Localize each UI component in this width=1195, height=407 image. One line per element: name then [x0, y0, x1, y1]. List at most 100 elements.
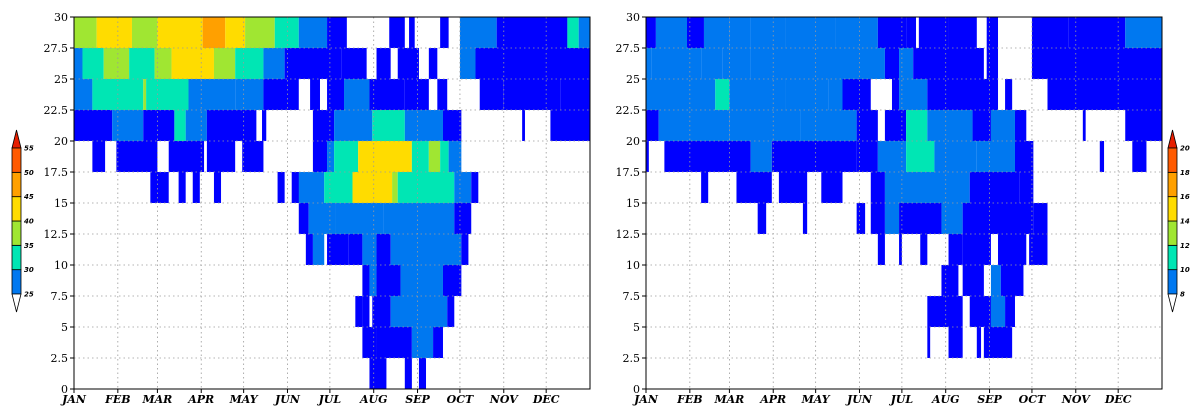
- heatmap-cell: [372, 296, 390, 327]
- heatmap-cell: [313, 141, 327, 172]
- heatmap-cell: [1001, 265, 1024, 296]
- colorbar-box: [1168, 221, 1177, 245]
- x-tick-label: SEP: [977, 393, 1002, 406]
- heatmap-cell: [892, 79, 899, 110]
- heatmap-cell: [116, 141, 157, 172]
- heatmap-cell: [440, 141, 448, 172]
- heatmap-cell: [186, 110, 207, 141]
- heatmap-cell: [920, 234, 927, 265]
- heatmap-cell: [449, 141, 462, 172]
- x-tick-label: NOV: [489, 393, 519, 406]
- heatmap-cell: [984, 327, 1012, 358]
- heatmap-cell: [973, 110, 991, 141]
- colorbar-box: [12, 221, 21, 245]
- heatmap-cell: [401, 265, 443, 296]
- heatmap-cell: [132, 17, 157, 48]
- heatmap-cell: [885, 172, 970, 203]
- heatmap-cell: [736, 172, 771, 203]
- heatmap-cell: [704, 17, 729, 48]
- heatmap-cell: [193, 172, 200, 203]
- heatmap-cell: [129, 48, 154, 79]
- heatmap-cell: [949, 327, 963, 358]
- heatmap-cell: [74, 79, 92, 110]
- heatmap-cell: [991, 110, 1015, 141]
- heatmap-cell: [278, 172, 285, 203]
- x-tick-label: JUL: [317, 393, 342, 406]
- heatmap-cell: [1019, 172, 1033, 203]
- heatmap-cell: [567, 17, 578, 48]
- heatmap-cell: [412, 141, 429, 172]
- heatmap-cell: [913, 48, 984, 79]
- colorbar-box: [12, 148, 21, 172]
- heatmap-cell: [112, 110, 143, 141]
- heatmap-cell: [927, 110, 972, 141]
- colorbar-box: [1168, 270, 1177, 294]
- heatmap-cell: [358, 141, 412, 172]
- heatmap-cell: [656, 17, 687, 48]
- colorbar-extend-max: [1168, 130, 1177, 148]
- colorbar-box: [12, 197, 21, 221]
- heatmap-cell: [550, 110, 590, 141]
- heatmap-cell: [751, 141, 772, 172]
- y-tick-label: 15: [54, 197, 68, 210]
- y-tick-label: 27.5: [44, 42, 69, 55]
- heatmap-cell: [82, 48, 103, 79]
- x-tick-label: MAY: [801, 393, 831, 406]
- heatmap-cell: [1032, 48, 1162, 79]
- colorbar-box: [1168, 172, 1177, 196]
- x-tick-label: SEP: [405, 393, 430, 406]
- colorbar-label: 35: [24, 242, 34, 250]
- colorbar-label: 14: [1180, 218, 1190, 226]
- heatmap-cell: [821, 172, 842, 203]
- heatmap-cell: [1069, 17, 1126, 48]
- colorbar-box: [1168, 245, 1177, 269]
- y-tick-label: 10: [54, 259, 68, 272]
- heatmap-cell: [214, 48, 235, 79]
- heatmap-cell: [150, 172, 168, 203]
- heatmap-cell: [362, 265, 369, 296]
- y-tick-label: 30: [626, 11, 640, 24]
- heatmap-cell: [729, 17, 750, 48]
- y-tick-label: 5: [633, 321, 640, 334]
- heatmap-cell: [285, 48, 342, 79]
- heatmap-cell: [172, 48, 214, 79]
- heatmap-cell: [504, 79, 561, 110]
- heatmap-cell: [306, 234, 313, 265]
- heatmap-cell: [419, 358, 426, 389]
- heatmap-cell: [341, 48, 366, 79]
- heatmap-cell: [377, 234, 391, 265]
- heatmap-cell: [355, 296, 362, 327]
- heatmap-cell: [169, 141, 204, 172]
- colorbar-label: 25: [24, 291, 34, 299]
- heatmap-cell: [225, 17, 245, 48]
- heatmap-cell: [1032, 17, 1069, 48]
- x-tick-label: JUN: [273, 393, 301, 406]
- heatmap-cell: [800, 110, 857, 141]
- heatmap-cell: [412, 327, 433, 358]
- x-tick-label: FEB: [676, 393, 703, 406]
- heatmap-cell: [803, 203, 807, 234]
- heatmap-cell: [1005, 79, 1012, 110]
- heatmap-cell: [313, 110, 334, 141]
- heatmap-cell: [998, 234, 1026, 265]
- heatmap-cell: [348, 234, 362, 265]
- heatmap-cell: [299, 17, 327, 48]
- heatmap-cell: [460, 48, 476, 79]
- heatmap-cell: [447, 296, 454, 327]
- heatmap-cell: [652, 48, 701, 79]
- heatmap-cell: [405, 358, 412, 389]
- heatmap-cell: [443, 265, 461, 296]
- heatmap-cell: [949, 17, 977, 48]
- heatmap-cell: [1132, 141, 1146, 172]
- heatmap-cell: [309, 203, 336, 234]
- heatmap-cell: [104, 48, 129, 79]
- colorbar-box: [1168, 148, 1177, 172]
- x-tick-label: AUG: [359, 393, 388, 406]
- heatmap-cell: [1005, 296, 1015, 327]
- heatmap-cell: [991, 265, 1001, 296]
- heatmap-cell: [313, 234, 324, 265]
- heatmap-cell: [715, 79, 729, 110]
- colorbar-label: 55: [24, 145, 34, 153]
- colorbar-label: 40: [24, 218, 34, 226]
- heatmap-cell: [409, 17, 415, 48]
